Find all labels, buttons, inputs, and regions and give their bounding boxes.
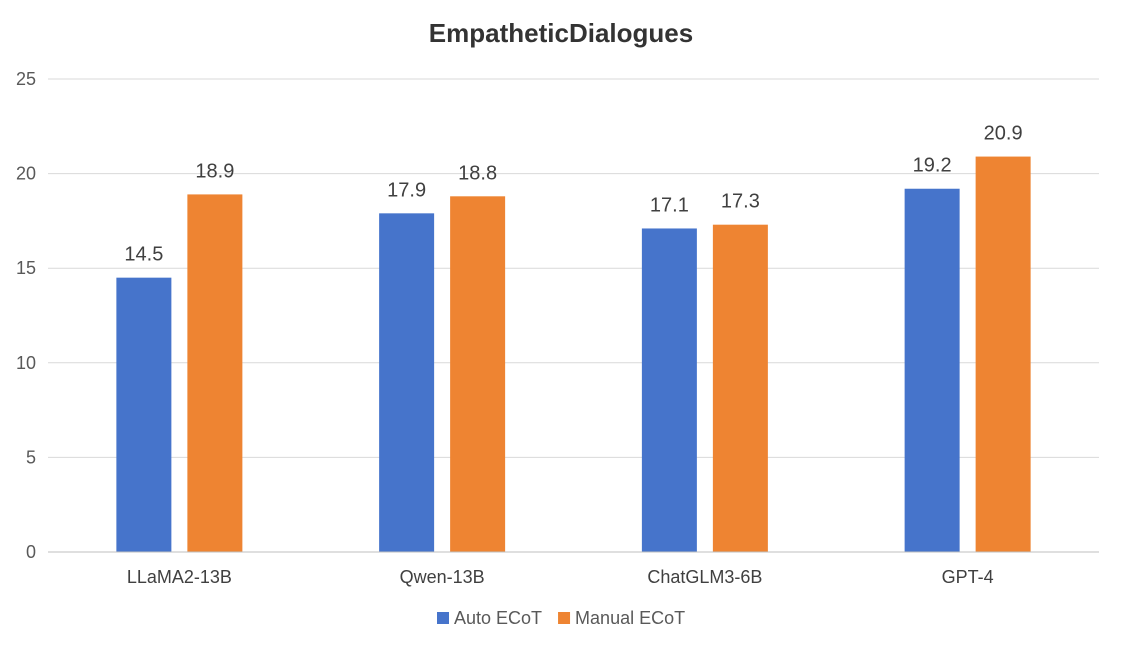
data-label: 17.3 bbox=[721, 191, 760, 213]
y-tick-label: 10 bbox=[16, 353, 36, 373]
data-label: 19.2 bbox=[913, 155, 952, 177]
data-labels: 14.5 18.9 17.9 18.8 17.1 17.3 19.2 20.9 bbox=[124, 123, 1022, 266]
y-tick-label: 25 bbox=[16, 69, 36, 89]
y-tick-label: 15 bbox=[16, 258, 36, 278]
chart-title: EmpatheticDialogues bbox=[429, 18, 693, 48]
data-label: 17.9 bbox=[387, 179, 426, 201]
x-category-label: Qwen-13B bbox=[400, 567, 485, 587]
legend: Auto ECoT Manual ECoT bbox=[437, 608, 685, 628]
x-category-label: ChatGLM3-6B bbox=[647, 567, 762, 587]
bar-auto-0 bbox=[116, 277, 172, 552]
data-label: 14.5 bbox=[124, 244, 163, 266]
y-axis-ticks: 0 5 10 15 20 25 bbox=[16, 69, 36, 562]
data-label: 18.9 bbox=[195, 160, 234, 182]
y-tick-label: 20 bbox=[16, 164, 36, 184]
bar-auto-2 bbox=[641, 228, 697, 552]
bar-manual-3 bbox=[975, 156, 1031, 552]
bars bbox=[116, 156, 1031, 553]
bar-manual-1 bbox=[450, 196, 506, 552]
legend-label: Manual ECoT bbox=[575, 608, 685, 628]
bar-auto-1 bbox=[379, 213, 435, 552]
data-label: 18.8 bbox=[458, 162, 497, 184]
y-tick-label: 5 bbox=[26, 447, 36, 467]
y-tick-label: 0 bbox=[26, 542, 36, 562]
bar-manual-2 bbox=[712, 224, 768, 552]
x-category-label: LLaMA2-13B bbox=[127, 567, 232, 587]
legend-swatch bbox=[437, 612, 449, 624]
data-label: 17.1 bbox=[650, 194, 689, 216]
legend-swatch bbox=[558, 612, 571, 624]
data-label: 20.9 bbox=[984, 123, 1023, 145]
bar-auto-3 bbox=[904, 188, 960, 552]
legend-label: Auto ECoT bbox=[454, 608, 542, 628]
bar-manual-0 bbox=[187, 194, 243, 553]
x-axis-categories: LLaMA2-13B Qwen-13B ChatGLM3-6B GPT-4 bbox=[127, 567, 994, 587]
x-category-label: GPT-4 bbox=[942, 567, 994, 587]
